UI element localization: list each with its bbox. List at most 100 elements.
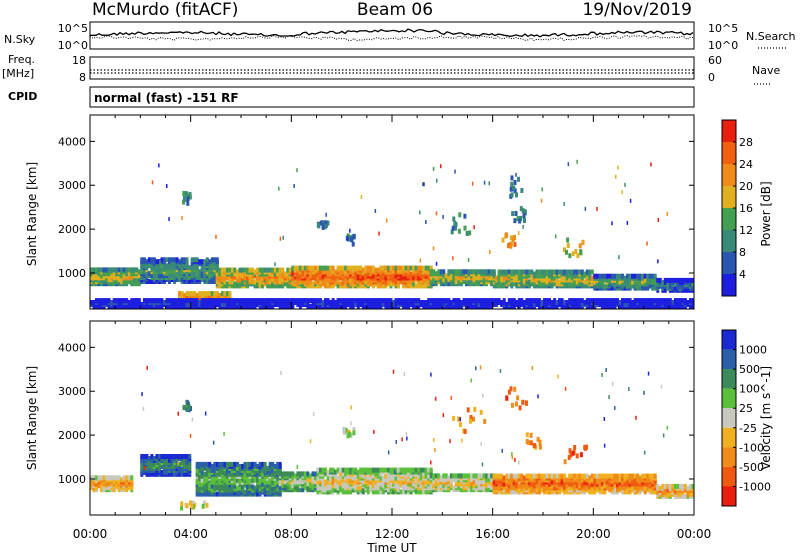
power-cell (527, 279, 531, 285)
power-scatter-cell (435, 261, 438, 266)
power-cell (183, 257, 187, 263)
power-cell (442, 298, 446, 304)
power-cell (220, 302, 224, 307)
velocity-cell (510, 489, 514, 495)
power-cell (283, 271, 287, 277)
power-cell (346, 265, 350, 271)
power-patch-cell (182, 190, 186, 196)
velocity-cell (359, 467, 363, 473)
velocity-cell (550, 479, 554, 485)
velocity-cell (324, 479, 327, 485)
power-cell (636, 298, 640, 304)
velocity-cell (152, 456, 156, 461)
power-cell (671, 300, 675, 305)
power-cell (145, 259, 149, 265)
power-cell (417, 298, 421, 304)
power-cell (173, 257, 177, 263)
power-cell (379, 298, 383, 304)
power-cell (424, 265, 428, 271)
power-cell (188, 291, 192, 297)
velocity-cell (230, 471, 234, 477)
power-cell (208, 265, 212, 271)
power-cell (152, 298, 156, 304)
power-cell (545, 298, 549, 304)
power-cell (387, 298, 390, 304)
velocity-cell (105, 475, 109, 481)
power-cell (532, 302, 536, 307)
velocity-cell (439, 475, 443, 481)
power-cell (583, 271, 587, 277)
velocity-cell (246, 461, 249, 467)
power-cell (361, 267, 365, 273)
power-cell (449, 269, 453, 275)
power-cell (293, 298, 297, 304)
power-cell (218, 267, 222, 273)
power-cell (399, 265, 403, 271)
power-scatter-cell (650, 162, 652, 167)
power-cell (286, 302, 290, 307)
velocity-cell (482, 473, 486, 479)
power-cell (434, 279, 438, 285)
power-cell (477, 298, 481, 304)
velocity-cell (364, 479, 368, 485)
velocity-cell (303, 471, 307, 477)
power-cell (447, 298, 451, 304)
power-patch-cell (516, 216, 520, 222)
velocity-cell (361, 487, 365, 493)
power-cell (359, 265, 363, 271)
velocity-cell (580, 473, 584, 479)
power-cell (339, 298, 343, 304)
power-cell (241, 267, 244, 273)
power-cell (439, 298, 443, 304)
velocity-cell (140, 454, 144, 459)
power-cell (648, 298, 652, 304)
velocity-cell (170, 463, 174, 469)
power-cell (107, 298, 111, 304)
power-cell (568, 298, 572, 304)
power-cell (515, 300, 519, 305)
velocity-cell (236, 485, 239, 491)
power-cell (120, 267, 124, 273)
velocity-cell (286, 471, 290, 477)
velocity-cell (230, 461, 234, 467)
velocity-cell (155, 454, 159, 459)
power-patch-cell (186, 196, 190, 201)
velocity-cell (316, 467, 320, 473)
power-cell (203, 298, 207, 304)
velocity-cell (535, 473, 539, 479)
velocity-cell (520, 473, 524, 479)
power-cell (178, 259, 182, 265)
power-cell (95, 267, 98, 273)
velocity-cell (495, 473, 499, 479)
power-cell (117, 298, 121, 304)
velocity-cell (321, 481, 325, 487)
power-cell (618, 279, 622, 285)
velocity-cell (321, 467, 325, 473)
power-cell (278, 283, 282, 289)
power-cell (578, 298, 582, 304)
power-cell (356, 265, 360, 271)
velocity-cell (560, 473, 564, 479)
power-patch-cell (501, 237, 505, 243)
freq-tick-right-top: 60 (708, 54, 722, 67)
power-cell (266, 267, 270, 273)
velocity-cell (427, 473, 431, 479)
power-cell (686, 300, 690, 305)
power-cell (233, 281, 237, 287)
velocity-cell (399, 489, 403, 495)
power-cell (225, 291, 229, 297)
power-cell (545, 269, 549, 275)
power-scatter-cell (346, 237, 349, 242)
power-cell (319, 279, 322, 285)
power-cell (160, 273, 164, 279)
power-cell (482, 298, 486, 304)
velocity-cell (583, 473, 587, 479)
power-cell (356, 298, 360, 304)
power-patch-cell (188, 194, 192, 200)
velocity-cell (369, 467, 373, 473)
power-cell (444, 279, 448, 285)
velocity-cell (404, 467, 408, 473)
power-cell (92, 267, 96, 273)
power-cell (288, 267, 292, 273)
velocity-cell (356, 469, 360, 475)
